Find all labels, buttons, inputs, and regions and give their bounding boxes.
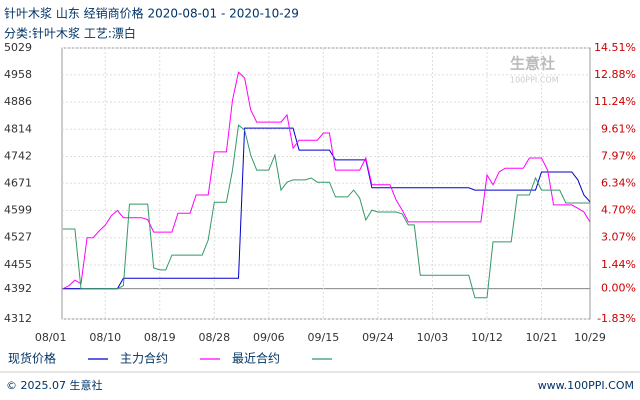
chart-title: 针叶木浆 山东 经销商价格 2020-08-01 - 2020-10-29 (4, 6, 299, 21)
watermark-sub: 100PPI.COM (510, 76, 559, 85)
y2-tick-label: 11.24% (594, 95, 636, 108)
chart-subtitle: 分类:针叶木浆 工艺:漂白 (4, 26, 136, 41)
y2-tick-label: 6.34% (601, 177, 636, 190)
y2-tick-label: 7.97% (601, 149, 636, 162)
x-tick-label: 08/19 (144, 331, 176, 344)
legend-label: 现货价格 (8, 351, 56, 366)
y-tick-label: 4527 (4, 231, 32, 244)
x-tick-label: 09/24 (362, 331, 394, 344)
y-tick-label: 4312 (4, 312, 32, 325)
footer-left: © 2025.07 生意社 (6, 378, 102, 392)
y-tick-label: 4455 (4, 258, 32, 271)
x-tick-label: 08/10 (89, 331, 121, 344)
series-line (62, 71, 591, 290)
x-tick-label: 10/12 (471, 331, 503, 344)
y2-tick-label: 14.51% (594, 41, 636, 54)
x-tick-label: 10/21 (526, 331, 558, 344)
watermark: 生意社 (510, 55, 555, 73)
y2-tick-label: 12.88% (594, 68, 636, 81)
y-tick-label: 4392 (4, 282, 32, 295)
y-tick-label: 4886 (4, 95, 32, 108)
y2-tick-label: 0.00% (601, 282, 636, 295)
y-tick-label: 4958 (4, 68, 32, 81)
y2-tick-label: 9.61% (601, 122, 636, 135)
y-tick-label: 4671 (4, 176, 32, 189)
series-line (62, 127, 591, 290)
x-tick-label: 10/29 (574, 331, 606, 344)
y-tick-label: 4814 (4, 122, 32, 135)
y-tick-label: 4742 (4, 149, 32, 162)
y-tick-label: 4599 (4, 204, 32, 217)
x-tick-label: 09/06 (253, 331, 285, 344)
y2-tick-label: 3.07% (601, 231, 636, 244)
y-tick-label: 5029 (4, 41, 32, 54)
x-tick-label: 09/15 (308, 331, 340, 344)
y2-tick-label: -1.83% (597, 312, 636, 325)
legend-label: 最近合约 (232, 351, 280, 366)
x-tick-label: 10/03 (417, 331, 449, 344)
y2-tick-label: 4.70% (601, 204, 636, 217)
series-line (62, 124, 590, 299)
x-tick-label: 08/01 (35, 331, 67, 344)
x-tick-label: 08/28 (198, 331, 230, 344)
legend-label: 主力合约 (120, 351, 168, 366)
y2-tick-label: 1.44% (601, 258, 636, 271)
footer-right: www.100PPI.COM (538, 379, 634, 392)
